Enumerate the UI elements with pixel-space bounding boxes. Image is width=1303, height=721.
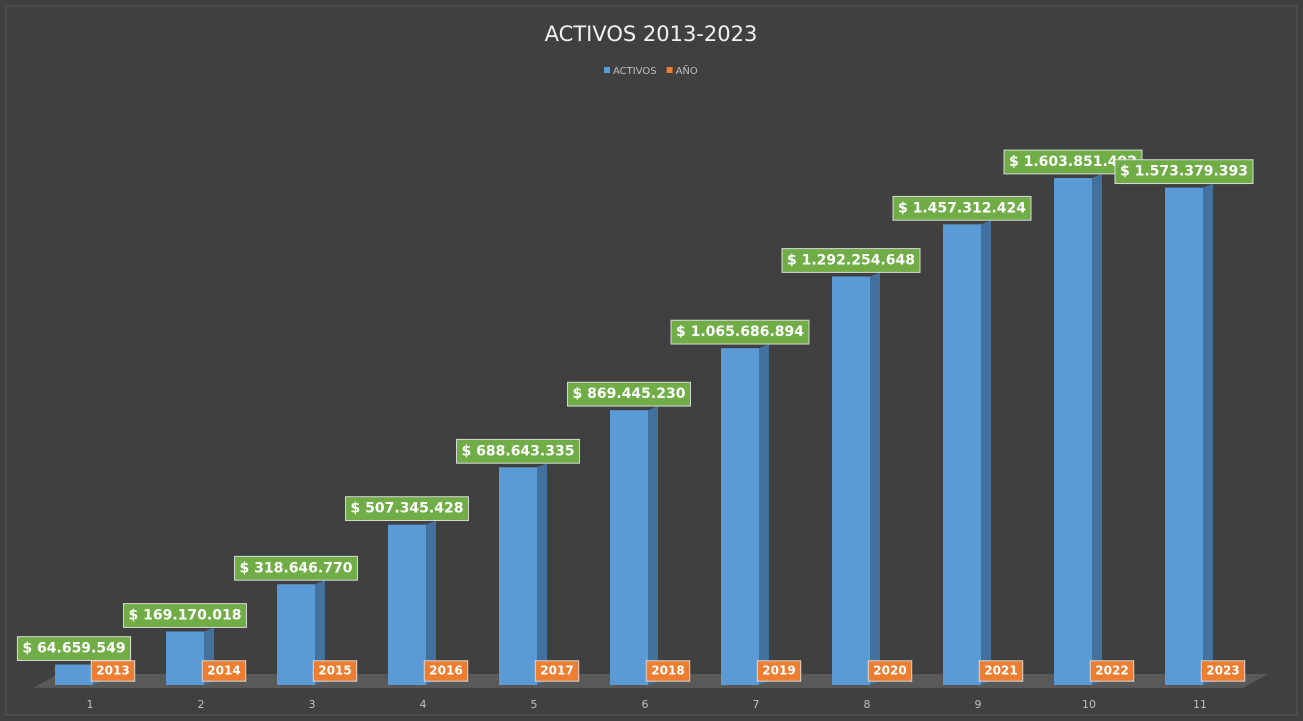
chart-title: ACTIVOS 2013-2023 <box>545 22 758 46</box>
data-label-box <box>645 660 691 682</box>
data-label: 2013 <box>96 664 129 678</box>
x-tick-label: 8 <box>864 698 871 711</box>
data-label: 2019 <box>762 664 795 678</box>
data-label: $ 688.643.335 <box>462 443 575 459</box>
x-tick-label: 2 <box>198 698 205 711</box>
data-label-box <box>978 660 1024 682</box>
data-label: $ 1.292.254.648 <box>787 253 915 269</box>
data-label: $ 869.445.230 <box>573 386 686 402</box>
bar-side <box>1092 174 1102 685</box>
data-label-box <box>567 381 691 407</box>
bar <box>55 664 93 685</box>
x-tick-label: 4 <box>420 698 427 711</box>
x-tick-label: 6 <box>642 698 649 711</box>
data-label-box <box>123 603 247 628</box>
bar-side <box>426 520 436 685</box>
data-label-box <box>1114 159 1254 185</box>
bar-side <box>648 406 658 685</box>
bar-side <box>1203 183 1213 685</box>
bar <box>388 524 426 685</box>
data-label-box <box>234 555 358 581</box>
data-label: 2018 <box>651 664 684 678</box>
data-label: 2022 <box>1095 664 1128 678</box>
data-label-box <box>756 660 802 682</box>
data-label: $ 507.345.428 <box>351 501 464 517</box>
x-tick-label: 3 <box>309 698 316 711</box>
chart-border <box>5 5 1298 716</box>
bar <box>1165 187 1203 685</box>
data-label: $ 1.457.312.424 <box>898 200 1026 216</box>
x-tick-label: 5 <box>531 698 538 711</box>
data-label: $ 169.170.018 <box>129 608 242 624</box>
data-label-box <box>892 195 1032 221</box>
data-label: $ 1.603.851.492 <box>1009 154 1137 170</box>
bar <box>721 348 759 685</box>
x-tick-label: 11 <box>1193 698 1207 711</box>
bar-side <box>759 344 769 685</box>
data-label: 2016 <box>429 664 462 678</box>
data-label-box <box>534 660 580 682</box>
x-tick-label: 7 <box>753 698 760 711</box>
x-tick-label: 1 <box>87 698 94 711</box>
bar <box>277 584 315 685</box>
legend-swatch <box>604 67 610 73</box>
legend-swatch <box>666 67 673 73</box>
data-label-box <box>867 660 913 682</box>
bar <box>943 224 981 686</box>
data-label: 2014 <box>207 664 240 678</box>
data-label-box <box>345 496 469 522</box>
bar-side <box>315 580 325 685</box>
bar <box>499 467 537 685</box>
data-label-box <box>670 319 810 345</box>
data-label-box <box>1089 660 1135 682</box>
data-label: 2021 <box>984 664 1017 678</box>
data-label: $ 1.065.686.894 <box>676 324 804 340</box>
bar <box>166 631 204 685</box>
data-label-box <box>201 660 247 682</box>
bar-side <box>981 220 991 686</box>
data-label-box <box>312 660 358 682</box>
x-tick-label: 10 <box>1082 698 1096 711</box>
data-label-box <box>1200 660 1246 682</box>
legend-label: AÑO <box>676 64 698 77</box>
data-label: 2020 <box>873 664 906 678</box>
data-label-box <box>90 660 136 682</box>
data-label-box <box>781 248 921 273</box>
data-label: 2017 <box>540 664 573 678</box>
data-label-box <box>16 636 132 661</box>
data-label-box <box>423 660 469 682</box>
bar-side <box>870 272 880 685</box>
data-label: 2015 <box>318 664 351 678</box>
data-label-box <box>456 438 580 464</box>
legend-label: ACTIVOS <box>613 66 657 77</box>
data-label: $ 1.573.379.393 <box>1120 164 1248 180</box>
bar <box>1054 178 1092 685</box>
bar-side <box>537 463 547 685</box>
data-label: $ 64.659.549 <box>22 641 125 657</box>
x-tick-label: 9 <box>975 698 982 711</box>
data-label: $ 318.646.770 <box>240 560 353 576</box>
bar <box>832 276 870 685</box>
data-label: 2023 <box>1206 664 1239 678</box>
bar <box>610 410 648 685</box>
